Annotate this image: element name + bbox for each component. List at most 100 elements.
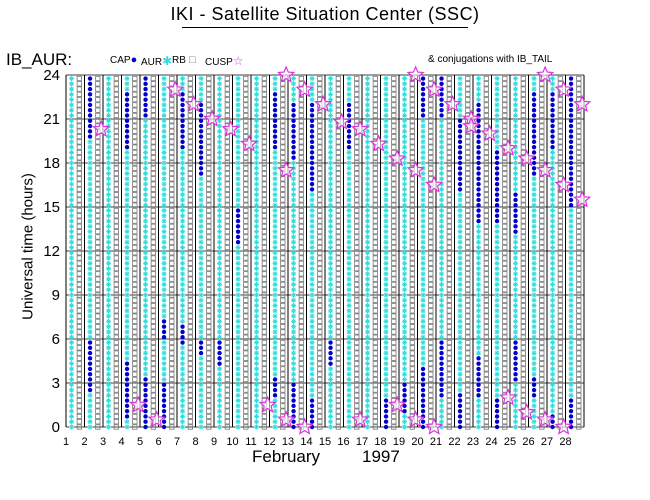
rb-marker <box>576 318 582 325</box>
aur-marker <box>291 355 297 361</box>
rb-marker <box>335 281 341 288</box>
aur-marker <box>291 160 297 166</box>
rb-marker <box>520 197 526 203</box>
aur-marker <box>550 271 556 277</box>
aur-marker <box>291 260 297 266</box>
aur-marker <box>143 287 149 293</box>
cap-marker <box>513 377 518 382</box>
aur-marker <box>87 403 93 409</box>
rb-marker <box>298 276 304 282</box>
rb-marker <box>261 75 267 82</box>
aur-marker <box>494 355 500 361</box>
rb-marker <box>132 234 138 240</box>
aur-marker <box>383 361 389 367</box>
rb-marker <box>224 118 230 124</box>
cap-marker <box>476 102 481 108</box>
rb-marker <box>169 102 175 108</box>
rb-marker <box>465 155 471 161</box>
rb-marker <box>187 244 193 251</box>
aur-marker <box>328 366 334 372</box>
aur-marker <box>494 81 500 87</box>
aur-marker <box>550 292 556 298</box>
rb-marker <box>391 339 397 346</box>
aur-marker <box>254 112 260 118</box>
rb-marker <box>557 366 563 372</box>
aur-marker <box>476 97 482 103</box>
aur-marker <box>309 350 315 356</box>
aur-marker <box>439 118 445 124</box>
rb-marker <box>428 271 434 277</box>
rb-marker <box>298 355 304 361</box>
rb-marker <box>187 382 193 388</box>
aur-marker <box>550 76 556 82</box>
rb-marker <box>169 260 175 266</box>
aur-marker <box>143 313 149 319</box>
rb-marker <box>243 413 249 420</box>
aur-marker <box>143 355 149 361</box>
rb-marker <box>224 339 230 346</box>
aur-marker <box>272 255 278 261</box>
aur-marker <box>365 398 371 404</box>
rb-marker <box>576 149 582 156</box>
aur-marker <box>439 419 445 425</box>
rb-marker <box>502 160 508 166</box>
rb-marker <box>539 176 545 182</box>
aur-marker <box>550 260 556 266</box>
aur-marker <box>383 271 389 277</box>
aur-marker <box>346 97 352 103</box>
rb-marker <box>557 329 563 335</box>
x-tick-label: 2 <box>81 436 87 448</box>
aur-marker <box>254 403 260 409</box>
aur-marker <box>198 329 204 335</box>
rb-marker <box>483 176 489 182</box>
aur-marker <box>328 287 334 293</box>
aur-marker <box>402 192 408 198</box>
rb-marker <box>224 181 230 187</box>
rb-marker <box>317 339 323 346</box>
rb-marker <box>206 397 212 404</box>
rb-marker <box>354 165 360 171</box>
cap-marker <box>161 319 167 324</box>
rb-marker <box>113 387 119 393</box>
rb-marker <box>169 229 175 235</box>
cap-marker <box>457 150 463 155</box>
rb-marker <box>76 144 82 150</box>
aur-marker <box>402 91 408 97</box>
aur-marker <box>180 155 186 161</box>
cap-marker <box>198 160 204 166</box>
rb-marker <box>446 419 452 425</box>
rb-marker <box>280 239 286 245</box>
aur-marker <box>309 260 315 266</box>
aur-marker <box>272 81 278 87</box>
rb-marker <box>113 133 119 140</box>
cap-marker <box>439 372 444 377</box>
aur-marker <box>439 413 445 419</box>
aur-marker <box>254 107 260 113</box>
rb-marker <box>446 308 452 314</box>
aur-marker <box>531 223 537 229</box>
rb-marker <box>76 192 82 198</box>
cap-marker <box>439 382 444 387</box>
rb-marker <box>113 128 119 134</box>
aur-marker <box>235 297 241 303</box>
rb-marker <box>520 244 526 251</box>
aur-marker <box>383 144 389 150</box>
rb-marker <box>539 287 545 293</box>
rb-marker <box>391 123 397 129</box>
aur-marker <box>198 366 204 372</box>
rb-marker <box>428 155 434 161</box>
aur-marker <box>383 160 389 166</box>
rb-marker <box>317 419 323 425</box>
aur-marker <box>383 329 389 335</box>
aur-marker <box>457 97 463 103</box>
aur-marker <box>531 424 537 430</box>
aur-marker <box>180 202 186 208</box>
rb-marker <box>95 223 101 229</box>
rb-marker <box>132 324 138 330</box>
cap-marker <box>180 335 185 340</box>
rb-marker <box>465 355 471 361</box>
aur-marker <box>272 266 278 272</box>
rb-marker <box>576 419 582 425</box>
rb-marker <box>502 265 508 272</box>
rb-marker <box>169 371 175 377</box>
